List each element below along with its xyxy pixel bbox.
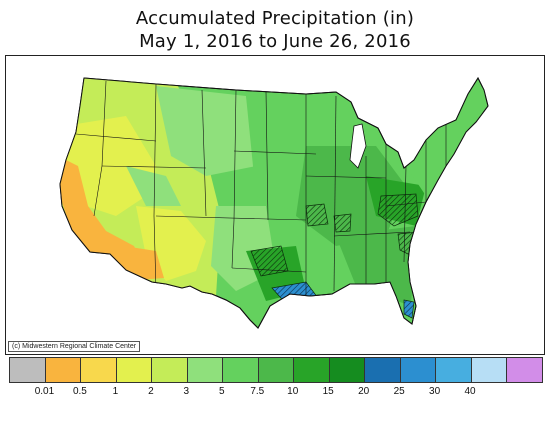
credit-label: (c) Midwestern Regional Climate Center [8, 341, 141, 352]
us-precipitation-map [59, 76, 489, 329]
legend-swatch [294, 358, 330, 382]
legend-swatch [223, 358, 259, 382]
state-borders [75, 80, 447, 296]
legend-swatch [152, 358, 188, 382]
legend-tick-label: 25 [393, 386, 405, 397]
legend-swatch [471, 358, 508, 382]
legend-tick-label: 5 [219, 386, 225, 397]
legend-tick-labels: 0.01 0.5 1 2 3 5 7.5 10 15 20 25 30 40 [9, 386, 541, 402]
legend-tick-label: 15 [322, 386, 334, 397]
legend-tick-label: 2 [148, 386, 154, 397]
legend-tick-label: 7.5 [250, 386, 265, 397]
color-legend [9, 357, 543, 383]
legend-swatch [10, 358, 46, 382]
legend-swatch [81, 358, 117, 382]
legend-tick-label: 30 [429, 386, 441, 397]
precip-zones [60, 78, 486, 319]
legend-swatch [187, 358, 224, 382]
legend-tick-label: 20 [358, 386, 370, 397]
map-title: Accumulated Precipitation (in) [135, 8, 415, 29]
map-date-range: May 1, 2016 to June 26, 2016 [139, 31, 411, 52]
legend-swatch [45, 358, 82, 382]
legend-swatch [116, 358, 153, 382]
legend-swatch [365, 358, 401, 382]
map-frame: (c) Midwestern Regional Climate Center [5, 55, 545, 355]
legend-swatch [400, 358, 437, 382]
legend-swatch [507, 358, 542, 382]
legend-swatch [329, 358, 366, 382]
legend-tick-label: 0.5 [72, 386, 87, 397]
legend-swatch [258, 358, 295, 382]
legend-tick-label: 40 [464, 386, 476, 397]
legend-tick-label: 10 [287, 386, 299, 397]
legend-swatch [436, 358, 472, 382]
legend-tick-label: 1 [112, 386, 119, 397]
legend-tick-label: 0.01 [34, 386, 55, 397]
legend-tick-label: 3 [183, 386, 190, 397]
